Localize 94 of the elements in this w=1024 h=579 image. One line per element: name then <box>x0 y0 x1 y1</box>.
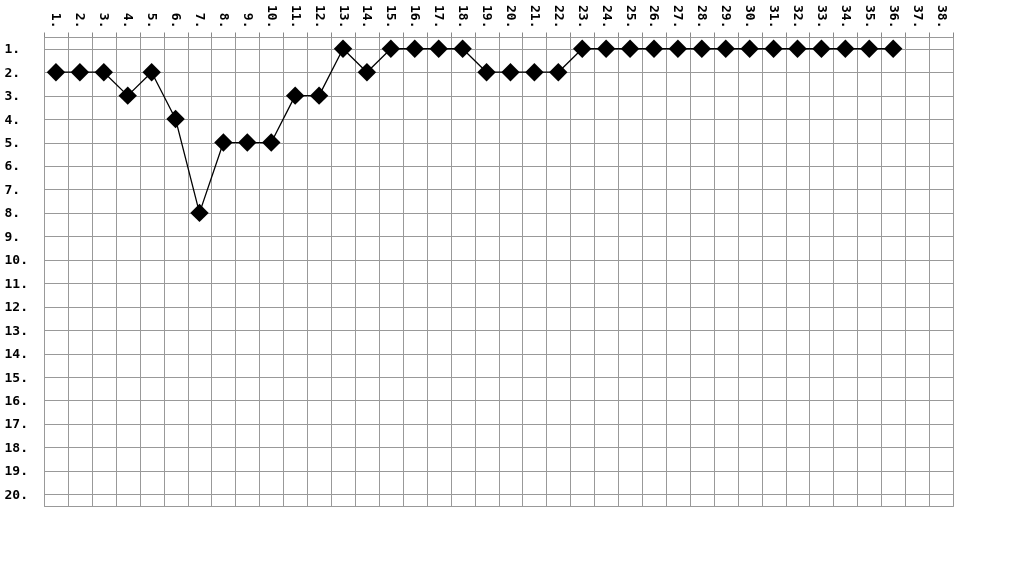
point <box>333 39 353 58</box>
x-tick-label: 29. <box>719 5 735 29</box>
x-tick-label: 25. <box>623 5 639 29</box>
y-tick-label: 20. <box>4 486 28 502</box>
x-tick-label: 7. <box>192 12 208 29</box>
point <box>883 39 903 58</box>
y-tick-label: 19. <box>4 463 28 479</box>
point <box>836 39 855 58</box>
x-tick-label: 3. <box>97 12 113 29</box>
point <box>262 133 281 152</box>
x-tick-label: 32. <box>791 5 807 29</box>
point <box>668 39 688 58</box>
x-tick-label: 5. <box>145 12 161 29</box>
x-tick-label: 13. <box>336 5 352 29</box>
point <box>477 62 496 82</box>
x-tick-label: 14. <box>360 5 376 29</box>
x-tick-label: 10. <box>264 5 280 29</box>
y-tick-label: 17. <box>4 416 28 432</box>
point <box>692 39 712 58</box>
point <box>70 62 90 82</box>
x-tick-label: 1. <box>49 12 65 29</box>
x-tick-label: 23. <box>575 5 591 29</box>
x-tick-label: 30. <box>743 5 759 29</box>
x-tick-label: 28. <box>695 5 711 29</box>
x-tick-label: 11. <box>288 5 304 29</box>
y-tick-label: 1. <box>4 41 21 57</box>
y-tick-label: 2. <box>4 64 21 80</box>
point <box>118 86 137 105</box>
y-tick-label: 11. <box>4 275 28 291</box>
x-tick-label: 21. <box>527 5 543 29</box>
x-tick-label: 19. <box>480 5 496 29</box>
x-tick-label: 18. <box>456 5 472 29</box>
y-tick-label: 15. <box>4 369 28 385</box>
x-tick-label: 37. <box>910 5 926 29</box>
point <box>812 39 831 58</box>
x-tick-label: 6. <box>169 12 185 29</box>
point <box>740 39 759 58</box>
x-tick-label: 26. <box>647 5 663 29</box>
x-tick-label: 38. <box>934 5 950 29</box>
x-tick-label: 31. <box>767 5 783 29</box>
x-tick-label: 4. <box>121 12 137 29</box>
y-tick-label: 13. <box>4 322 28 338</box>
point <box>381 39 401 58</box>
point <box>501 62 520 82</box>
point <box>405 39 424 58</box>
point <box>166 109 185 129</box>
y-tick-label: 9. <box>4 228 21 244</box>
point <box>46 62 66 82</box>
point <box>94 62 114 82</box>
x-tick-label: 34. <box>838 5 854 29</box>
y-tick-label: 6. <box>4 158 21 174</box>
point <box>190 203 209 223</box>
x-tick-label: 24. <box>599 5 615 29</box>
x-tick-label: 8. <box>216 12 232 29</box>
y-tick-label: 14. <box>4 346 28 362</box>
x-tick-label: 33. <box>814 5 830 29</box>
point <box>644 39 664 58</box>
point <box>788 39 807 58</box>
x-tick-label: 17. <box>432 5 448 29</box>
x-tick-label: 15. <box>384 5 400 29</box>
x-tick-label: 27. <box>671 5 687 29</box>
y-tick-label: 8. <box>4 205 21 221</box>
point <box>573 39 592 58</box>
y-tick-label: 3. <box>4 88 21 104</box>
x-tick-label: 9. <box>240 12 256 29</box>
y-tick-label: 5. <box>4 135 21 151</box>
y-tick-label: 10. <box>4 252 28 268</box>
x-tick-label: 35. <box>862 5 878 29</box>
point <box>764 39 783 58</box>
point <box>549 62 568 82</box>
y-tick-label: 4. <box>4 111 21 127</box>
point <box>214 133 233 152</box>
x-tick-label: 16. <box>408 5 424 29</box>
x-tick-label: 12. <box>312 5 328 29</box>
point <box>285 86 305 105</box>
point <box>860 39 879 58</box>
point <box>309 86 329 105</box>
point <box>525 62 544 82</box>
x-tick-label: 22. <box>551 5 567 29</box>
point <box>620 39 640 58</box>
y-tick-label: 12. <box>4 299 28 315</box>
point <box>238 133 257 152</box>
y-tick-label: 16. <box>4 392 28 408</box>
point <box>142 62 161 82</box>
point <box>429 39 448 58</box>
x-tick-label: 2. <box>73 12 89 29</box>
x-tick-label: 36. <box>886 5 902 29</box>
y-tick-label: 7. <box>4 181 21 197</box>
point <box>596 39 616 58</box>
y-tick-label: 18. <box>4 439 28 455</box>
x-tick-label: 20. <box>503 5 519 29</box>
point <box>357 62 377 82</box>
point <box>716 39 735 58</box>
point <box>453 39 472 58</box>
